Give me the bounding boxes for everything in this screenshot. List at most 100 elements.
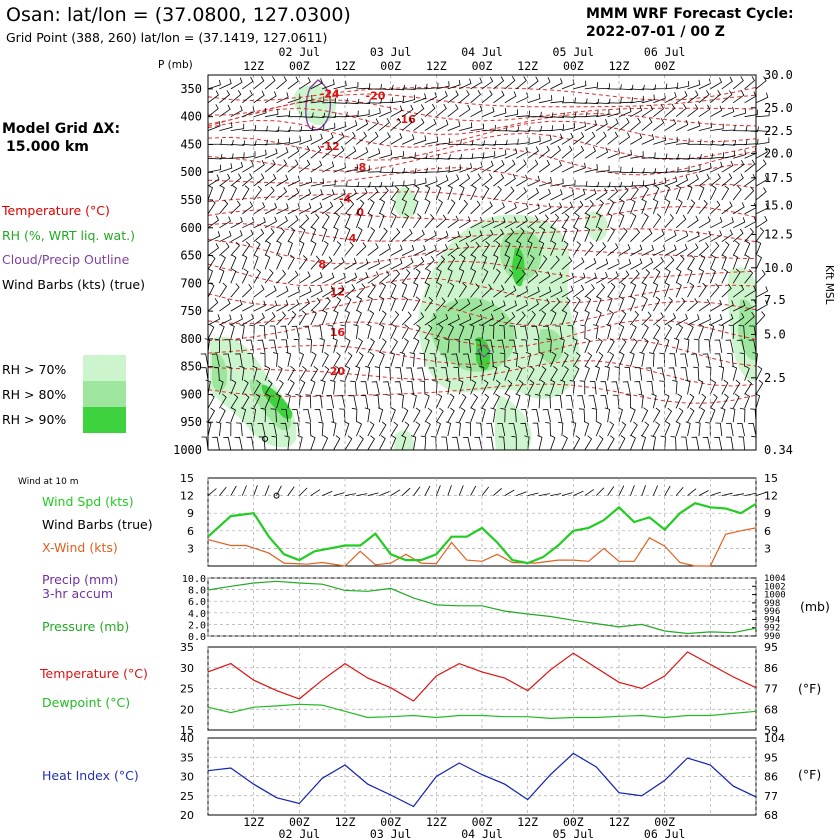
wind-barb [641, 228, 653, 243]
wind-barb [253, 107, 267, 118]
wind-barb [310, 435, 316, 451]
wind-barb [250, 407, 257, 423]
wind-barb [561, 201, 573, 215]
wind-barb [378, 227, 388, 242]
surface-wind-barb [504, 489, 515, 496]
wind-barb [481, 173, 493, 187]
wind-barb [618, 199, 625, 215]
model-grid-label: Model Grid ΔX: [2, 121, 120, 137]
pressure-tick-label: 850 [180, 360, 202, 374]
wind-barb [664, 421, 671, 437]
wind-barb [652, 324, 661, 340]
wind-barb [253, 268, 261, 284]
wind-barb [424, 103, 436, 118]
wind-barb [492, 365, 498, 381]
wind-barb [481, 379, 489, 395]
wind-barb [322, 161, 335, 173]
wind-barb [572, 365, 580, 381]
wind-barb [709, 254, 716, 270]
wind-barb [455, 421, 461, 437]
wind-barb [247, 353, 255, 367]
wind-barb [550, 435, 556, 451]
wind-barb [687, 164, 701, 173]
wind-barb [736, 339, 745, 353]
wind-barb [504, 216, 517, 229]
wind-barb [675, 119, 689, 131]
wind-barb [424, 92, 437, 104]
wind-barb [481, 140, 497, 146]
wind-barb [607, 148, 621, 159]
wind-barb [512, 352, 519, 367]
wind-barb [401, 198, 407, 215]
wind-barb [219, 242, 230, 256]
surface-wind-barb [413, 486, 421, 496]
wind-barb [618, 296, 624, 312]
wind-barb [424, 393, 430, 409]
wind-barb [340, 380, 346, 395]
wind-barb [333, 296, 342, 312]
wind-barb [264, 228, 275, 242]
temperature-f-unit: (°F) [798, 681, 821, 696]
wind-barb [390, 228, 401, 242]
wind-barb [493, 173, 505, 187]
wind-barb [687, 154, 702, 160]
wind-barb [367, 118, 379, 131]
wind-barb [241, 268, 249, 284]
cloud-outline [305, 79, 332, 131]
wind-barb [447, 104, 459, 118]
height-tick-label: 20.0 [764, 146, 793, 160]
wind-barb [401, 282, 408, 298]
wind-barb [379, 186, 389, 201]
wind-barb [653, 93, 666, 104]
wind-barb [432, 380, 438, 395]
wind-barb [322, 179, 336, 187]
wind-barb [664, 407, 673, 423]
heat-index-f-tick: 95 [764, 751, 778, 764]
surface-wind-barb [276, 485, 282, 496]
wind-barb [693, 366, 700, 381]
wind-barb [709, 407, 716, 423]
wind-barb [718, 324, 725, 339]
wind-barb [435, 185, 442, 201]
wind-barb [664, 393, 670, 409]
wind-ytick-left: 6 [187, 525, 194, 538]
wind-barb [379, 270, 390, 284]
wind-barb [424, 214, 435, 229]
pressure-axis-title: P (mb) [158, 59, 193, 71]
wind-barb [504, 109, 519, 118]
wind-barb [755, 126, 771, 132]
wind-barb [481, 201, 493, 215]
wind-ytick-left: 3 [187, 542, 194, 555]
wind-barb [652, 421, 661, 437]
wind-barb [451, 436, 460, 451]
wind-barb [219, 314, 232, 326]
rh-region-8 [430, 297, 515, 372]
wind-barb [538, 188, 551, 201]
wind-barb [481, 268, 489, 284]
surface-wind-barb [481, 486, 490, 496]
wind-barb [527, 215, 539, 229]
wind-barb [464, 339, 471, 353]
pressure-tick-label: 450 [180, 137, 202, 151]
wind-barb [474, 339, 483, 353]
wind-barb [424, 185, 431, 201]
rh-region-12 [249, 379, 292, 431]
height-tick-label: 30.0 [764, 68, 793, 82]
wind-barb [356, 182, 371, 188]
wind-barb [264, 365, 271, 381]
wind-barb [280, 422, 289, 437]
wind-barb [646, 381, 654, 395]
wind-barb [264, 186, 275, 201]
wind-barb [378, 199, 386, 215]
wind-barb [520, 325, 529, 339]
wind-barb [390, 117, 402, 131]
wind-barb [219, 216, 232, 229]
wind-barb [299, 94, 313, 104]
wind-barb [333, 435, 341, 451]
wind-barb [378, 323, 385, 340]
wind-barb [675, 393, 683, 409]
wind-barb [390, 258, 403, 270]
wind-barb [253, 240, 261, 256]
wind-barb [382, 381, 392, 395]
wind-barb [721, 125, 736, 131]
